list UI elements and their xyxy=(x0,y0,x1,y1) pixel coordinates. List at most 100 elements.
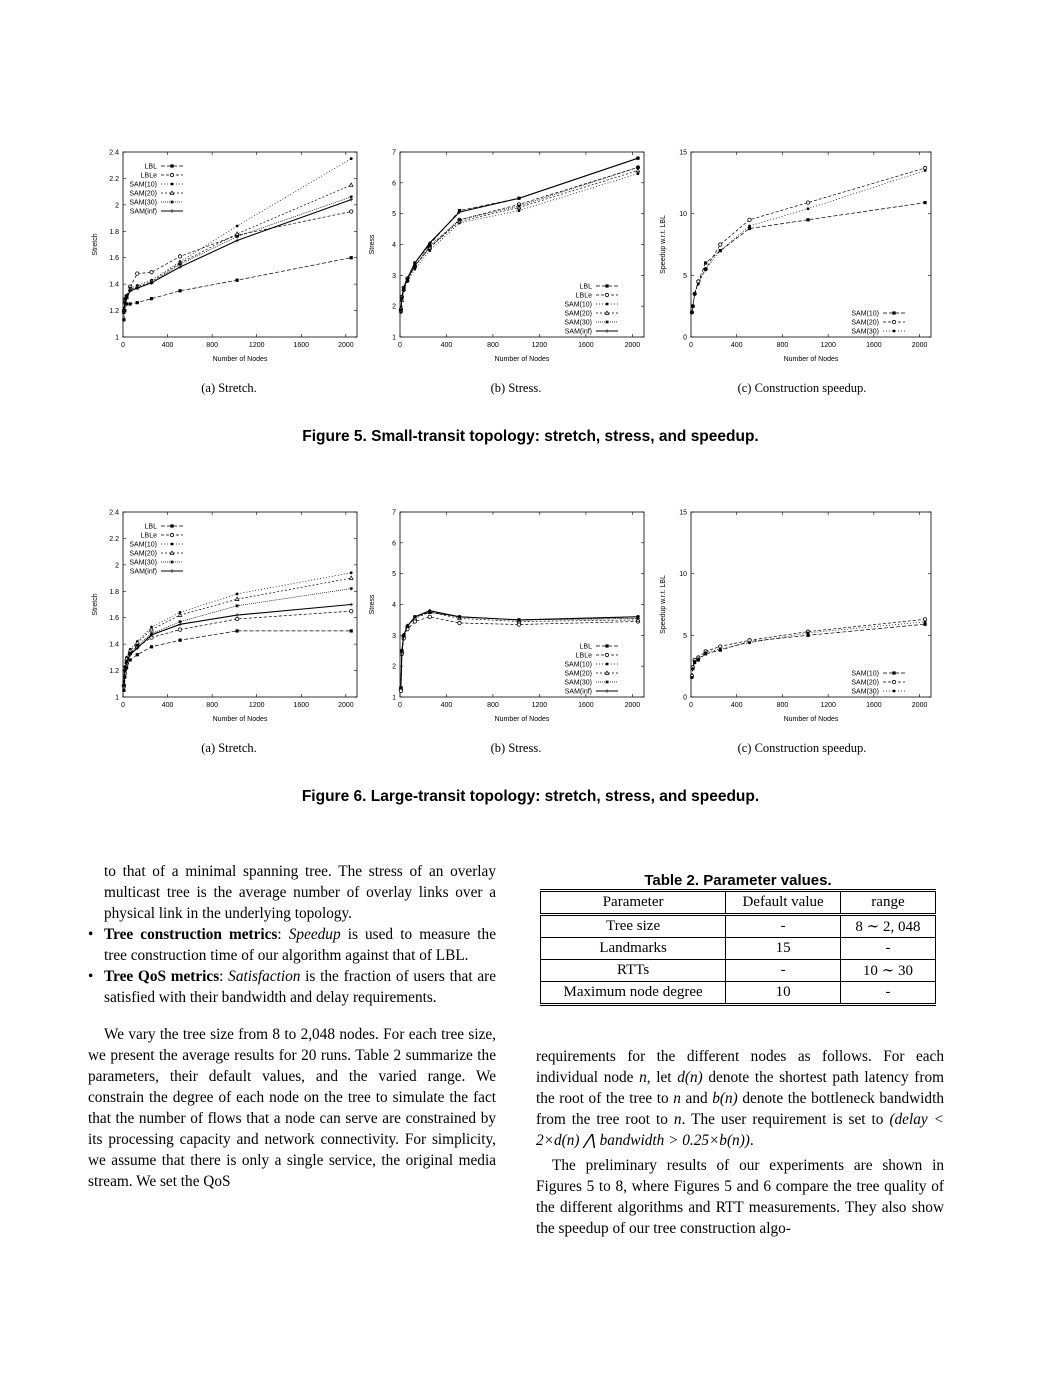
data-point xyxy=(122,311,126,316)
data-point xyxy=(457,218,462,222)
plot-frame xyxy=(122,151,358,338)
legend-label: SAM(20) xyxy=(564,671,592,678)
data-point xyxy=(169,532,175,538)
data-point xyxy=(604,292,610,298)
y-tick-label: 5 xyxy=(392,211,396,218)
data-point xyxy=(235,234,239,239)
paragraph-preliminary-results: The preliminary results of our experimen… xyxy=(536,1157,944,1237)
data-point xyxy=(604,652,610,658)
x-tick-label: 400 xyxy=(731,342,743,349)
table-cell: Landmarks xyxy=(539,937,727,960)
fig5-subcaption-b: (b) Stress. xyxy=(490,381,542,395)
y-tick-label: 5 xyxy=(392,571,396,578)
fig6-subcaption-c: (c) Construction speedup. xyxy=(737,741,867,755)
data-point xyxy=(517,618,521,622)
data-point xyxy=(400,295,404,299)
data-point xyxy=(122,688,126,692)
legend-label: LBL xyxy=(145,164,158,171)
x-tick-label: 1200 xyxy=(532,342,548,349)
data-point xyxy=(124,296,129,301)
series-line xyxy=(400,167,639,311)
x-tick-label: 1200 xyxy=(532,702,548,709)
data-point xyxy=(128,288,132,293)
data-point xyxy=(635,167,641,173)
table-header-cell: range xyxy=(839,890,937,916)
math-requirement-formula: (delay < 2×d(n) ⋀ bandwidth > 0.25×b(n)) xyxy=(536,1111,944,1149)
emph-term: Speedup xyxy=(288,926,341,943)
x-axis-label: Number of Nodes xyxy=(495,716,550,723)
series-line xyxy=(400,616,639,691)
x-tick-label: 1600 xyxy=(578,342,594,349)
y-tick-label: 1 xyxy=(115,695,119,702)
x-tick-label: 800 xyxy=(777,342,789,349)
series-line xyxy=(400,167,639,310)
chart-panel: 1 2 3 4 5 6 7 0 400 800 1200 1600 2000 Number of Node… xyxy=(369,510,645,723)
x-tick-label: 0 xyxy=(121,342,125,349)
legend-label: LBL xyxy=(580,644,593,651)
legend-label: SAM(30) xyxy=(851,329,879,336)
y-axis-label: Speedup w.r.t. LBL xyxy=(660,575,667,634)
legend-label: SAM(30) xyxy=(851,689,879,696)
x-tick-label: 800 xyxy=(777,702,789,709)
legend: LBL LBLe SAM(10) SAM(20) SAM(30) SAM(inf) xyxy=(564,644,618,696)
data-point xyxy=(178,619,182,624)
data-point xyxy=(405,276,410,281)
data-point xyxy=(170,569,174,573)
x-tick-label: 400 xyxy=(731,702,743,709)
emph-term: Satisfaction xyxy=(228,968,301,985)
text-run: . xyxy=(749,1132,754,1149)
data-point xyxy=(149,645,154,649)
x-tick-label: 1200 xyxy=(249,702,265,709)
table-header-cell: Default value xyxy=(725,890,841,916)
data-point xyxy=(149,297,154,301)
data-point xyxy=(413,261,417,265)
legend-label: LBLe xyxy=(576,293,592,300)
x-tick-label: 800 xyxy=(487,702,499,709)
data-point xyxy=(923,169,927,172)
legend-label: SAM(20) xyxy=(129,551,157,558)
y-tick-label: 6 xyxy=(392,180,396,187)
x-tick-label: 1600 xyxy=(866,342,882,349)
x-axis-label: Number of Nodes xyxy=(784,356,839,363)
y-tick-label: 0 xyxy=(683,335,687,342)
data-point xyxy=(169,190,175,195)
data-point xyxy=(235,629,239,633)
x-axis-label: Number of Nodes xyxy=(213,356,268,363)
data-point xyxy=(348,182,354,187)
series-line xyxy=(123,572,352,682)
y-tick-label: 3 xyxy=(392,633,396,640)
data-point xyxy=(349,609,354,614)
legend-label: LBLe xyxy=(141,533,157,540)
legend-label: SAM(inf) xyxy=(565,329,592,336)
legend-label: SAM(10) xyxy=(564,302,592,309)
series-line xyxy=(123,630,352,691)
y-axis-label: Stretch xyxy=(92,593,99,615)
data-point xyxy=(690,675,694,679)
y-tick-label: 2 xyxy=(392,664,396,671)
separator: : xyxy=(277,926,289,943)
x-tick-label: 1600 xyxy=(293,342,309,349)
x-tick-label: 800 xyxy=(206,702,218,709)
chart-panel: 1 2 3 4 5 6 7 0 400 800 1200 1600 2000 Number of Node… xyxy=(369,150,645,363)
chart-panel: 0 5 10 15 0 400 800 1200 1600 2000 Number of Nodes… xyxy=(660,150,932,363)
bold-term: Tree QoS metrics xyxy=(104,968,220,985)
y-axis-label: Stress xyxy=(369,594,376,614)
legend-label: SAM(30) xyxy=(564,680,592,687)
data-point xyxy=(235,238,239,243)
data-point xyxy=(605,284,609,288)
plot-frame xyxy=(690,151,932,338)
data-point xyxy=(696,657,700,661)
data-point xyxy=(178,289,182,293)
table-cell: - xyxy=(725,959,841,982)
data-point xyxy=(349,629,353,633)
legend: LBL LBLe SAM(10) SAM(20) SAM(30) SAM(inf) xyxy=(564,284,618,336)
table-row: RTTs - 10 ∼ 30 xyxy=(539,959,937,982)
data-point xyxy=(413,264,417,268)
legend-label: LBL xyxy=(580,284,593,291)
x-tick-label: 400 xyxy=(162,702,174,709)
data-point xyxy=(401,633,406,638)
data-point xyxy=(349,571,353,575)
data-point xyxy=(170,209,174,213)
legend: LBL LBLe SAM(10) SAM(20) SAM(30) SAM(inf) xyxy=(129,524,183,576)
y-tick-label: 10 xyxy=(679,571,687,578)
